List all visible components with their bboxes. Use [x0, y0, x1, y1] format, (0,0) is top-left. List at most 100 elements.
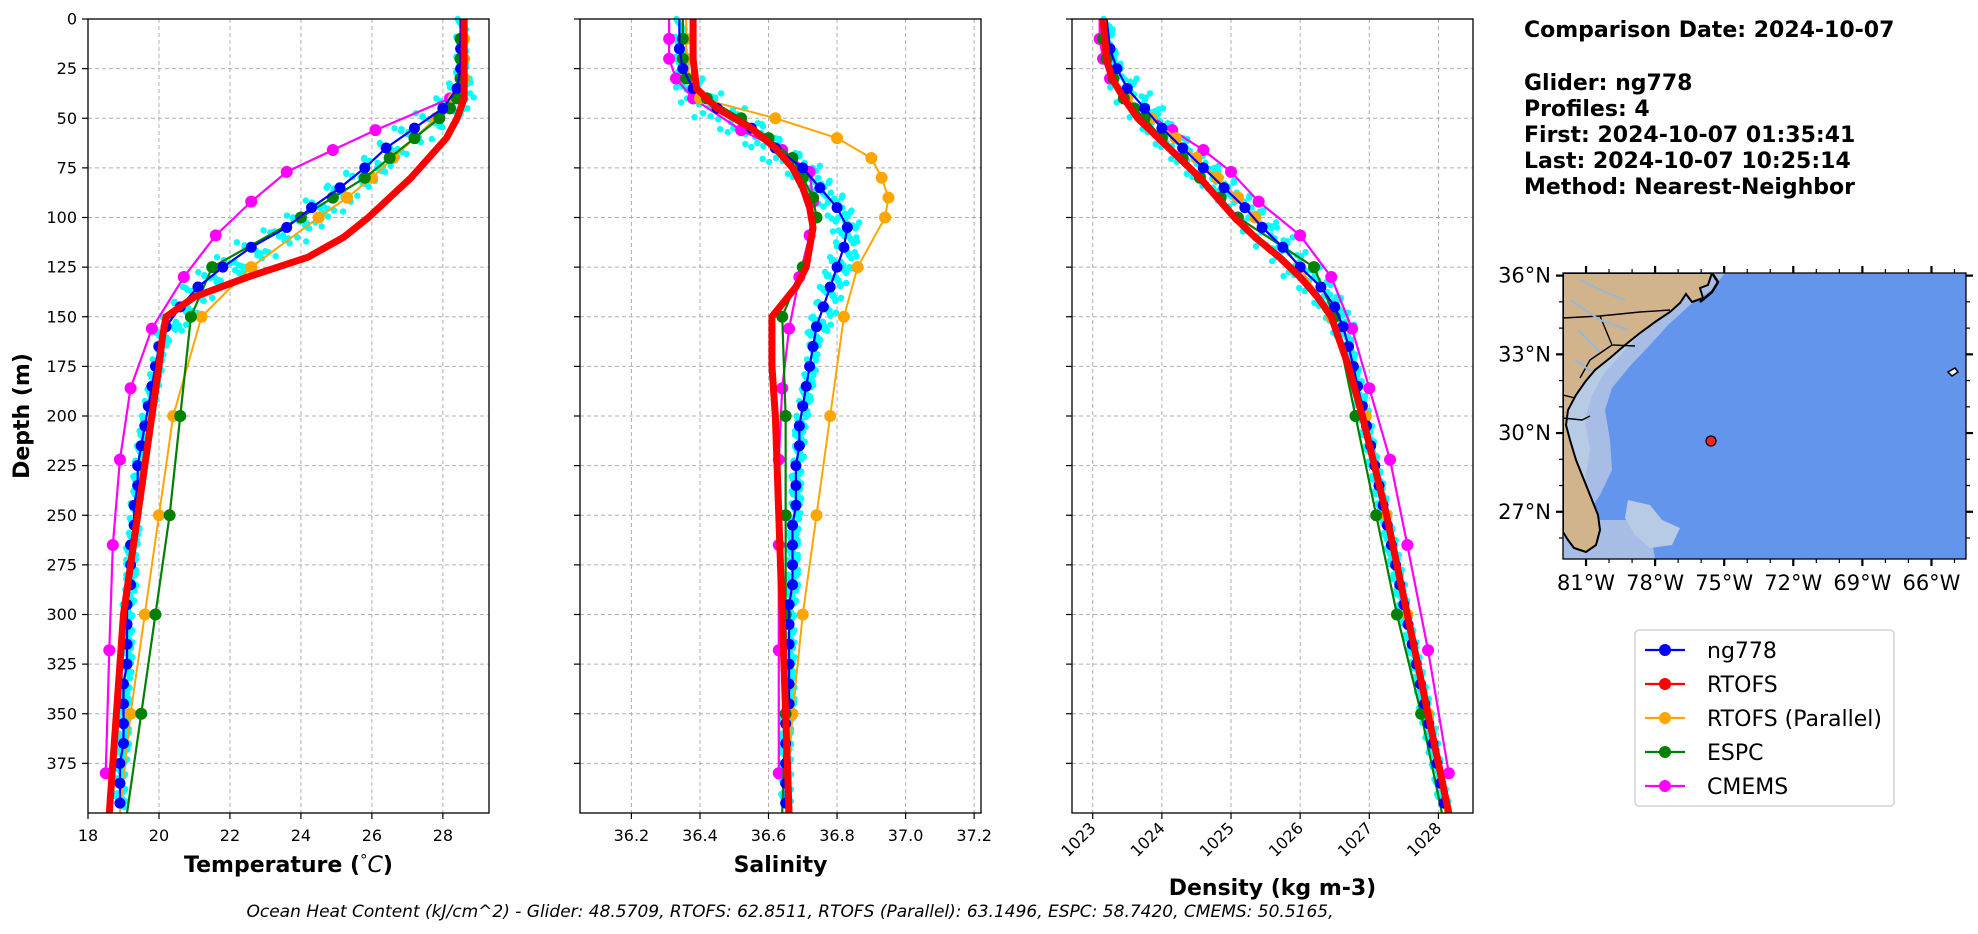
glider-profile-point [724, 128, 731, 136]
temperature-xtick-label: 24 [291, 826, 311, 845]
glider-profile-point [201, 271, 208, 279]
glider-profile-point [125, 670, 133, 678]
glider-profile-point [816, 162, 824, 170]
glider-profile-point [172, 326, 179, 333]
glider-profile-point [827, 189, 835, 196]
salinity-xtick-label: 37.0 [888, 826, 924, 845]
salinity-xtick-label: 36.4 [682, 826, 718, 845]
density-marker-cmems [1325, 271, 1338, 284]
legend-marker-rtofs [1659, 678, 1671, 690]
glider-profile-point [1133, 75, 1140, 82]
legend-marker-ng778 [1659, 644, 1671, 656]
glider-profile-point [754, 139, 761, 147]
comparison-date: Comparison Date: 2024-10-07 [1524, 18, 1894, 43]
salinity-marker-ng778 [790, 499, 802, 511]
glider-profile-point [178, 327, 185, 334]
glider-profile-point [1351, 353, 1359, 360]
temperature-marker-cmems [245, 195, 258, 208]
glider-profile-point [820, 203, 827, 210]
salinity-marker-ng778 [793, 420, 805, 432]
salinity-marker-rtofs-parallel- [824, 410, 837, 422]
depth-ytick-label: 375 [46, 754, 77, 773]
depth-ytick-label: 25 [57, 59, 77, 78]
depth-ytick-label: 150 [46, 307, 77, 326]
salinity-marker-ng778 [804, 360, 816, 372]
glider-profile-point [343, 169, 350, 177]
density-marker-ng778 [1177, 142, 1189, 154]
density-series [1093, 18, 1455, 814]
map-island [1946, 367, 1960, 377]
salinity-marker-ng778 [786, 579, 798, 591]
temperature-marker-espc [206, 261, 219, 274]
salinity-xtick-label: 36.6 [751, 826, 787, 845]
glider-profile-point [835, 214, 842, 221]
temperature-marker-ng778 [306, 202, 318, 214]
depth-ytick-label: 175 [46, 357, 77, 376]
temperature-panel: 18 20 22 24 26 28 0 25 50 75 100 125 150 175 200 225 25… [10, 10, 490, 878]
glider-profile-point [691, 114, 698, 121]
salinity-marker-ng778 [790, 460, 802, 472]
glider-profile-point [279, 232, 287, 239]
temperature-marker-espc [433, 112, 446, 125]
temperature-marker-ng778 [114, 777, 126, 789]
salinity-marker-ng778 [831, 202, 843, 214]
glider-profile-point [286, 240, 293, 247]
glider-profile-point [1259, 209, 1266, 216]
salinity-marker-cmems [663, 32, 676, 45]
density-marker-ng778 [1329, 301, 1341, 313]
density-marker-rtofs-parallel- [1169, 132, 1182, 145]
legend-label-espc: ESPC [1707, 741, 1764, 766]
map-lat-label: 27°N [1498, 500, 1551, 524]
glider-profile-point [433, 95, 440, 102]
depth-ytick-label: 0 [67, 10, 77, 29]
legend-entries: ng778 RTOFS RTOFS (Parallel) ESPC CMEMS [1645, 639, 1882, 800]
density-yticks [1066, 18, 1072, 764]
salinity-marker-cmems [669, 72, 682, 85]
glider-profile-point [848, 254, 855, 262]
glider-profile-point [846, 209, 854, 216]
glider-profile-point [760, 142, 767, 150]
glider-profile-point [365, 183, 372, 190]
glider-profile-point [1295, 284, 1303, 292]
salinity-marker-ng778 [797, 162, 809, 174]
temperature-marker-ng778 [334, 182, 346, 194]
temperature-xtick-label: 28 [433, 826, 453, 845]
map-lat-label: 33°N [1498, 342, 1551, 366]
glider-profile-point [403, 150, 410, 158]
salinity-xticks: 36.2 36.4 36.6 36.8 37.0 37.2 [614, 813, 992, 845]
glider-profile-point [1146, 90, 1154, 97]
legend-label-cmems: CMEMS [1707, 775, 1788, 800]
glider-profile-point [759, 155, 766, 163]
glider-profile-point [436, 122, 443, 130]
glider-profile-point [1302, 249, 1309, 256]
legend-label-rtofs-parallel: RTOFS (Parallel) [1707, 707, 1882, 732]
glider-profile-point [289, 214, 297, 221]
map-outer-banks [1699, 273, 1720, 303]
glider-profile-point [318, 223, 325, 230]
salinity-marker-ng778 [841, 221, 853, 233]
map-bahamas-bank [1625, 500, 1680, 548]
glider-profile-point [699, 110, 707, 117]
glider-profile-point [127, 629, 135, 636]
inset-map: 36°N 33°N 30°N 27°N 81°W 78°W 75°W 72°W 69°W 66°W [1498, 264, 1973, 595]
salinity-marker-ng778 [810, 321, 822, 333]
glider-profile-point [742, 140, 749, 148]
salinity-xtick-label: 36.8 [819, 826, 855, 845]
temperature-marker-ng778 [245, 241, 257, 253]
glider-profile-point [419, 113, 426, 120]
map-rivers [1569, 279, 1629, 373]
glider-profile-point [235, 261, 243, 269]
depth-ytick-label: 225 [46, 456, 77, 475]
map-tick-labels: 36°N 33°N 30°N 27°N 81°W 78°W 75°W 72°W 69°W 66°W [1498, 264, 1961, 595]
temperature-xtick-label: 22 [220, 826, 240, 845]
depth-ytick-label: 125 [46, 258, 77, 277]
depth-ylabel: Depth (m) [10, 353, 35, 479]
glider-profile-point [1159, 105, 1167, 112]
glider-profile-point [1183, 170, 1191, 178]
temperature-xtick-label: 26 [362, 826, 382, 845]
temperature-marker-cmems [209, 229, 222, 242]
glider-profile-point [716, 125, 724, 133]
glider-profile-point [699, 75, 706, 82]
glider-profile-point [814, 174, 822, 181]
map-frame [1562, 272, 1967, 560]
